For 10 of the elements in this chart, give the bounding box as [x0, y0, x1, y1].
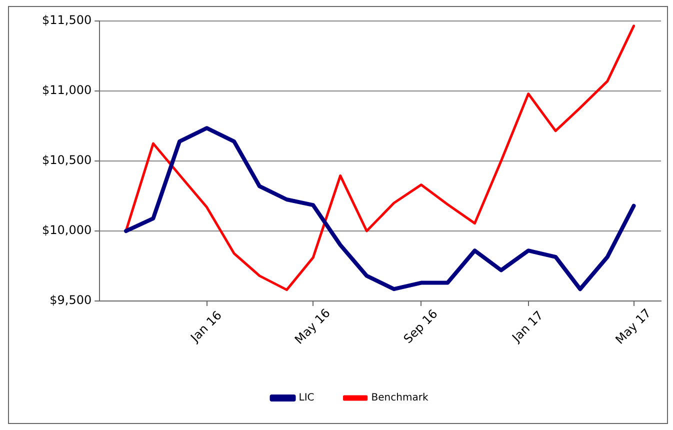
x-tick-label: Sep 16: [400, 306, 440, 346]
legend-label: Benchmark: [371, 392, 428, 404]
y-tick-label: $10,000: [42, 223, 92, 238]
y-tick-label: $9,500: [50, 293, 92, 308]
y-tick-label: $10,500: [42, 153, 92, 168]
x-tick-label: Jan 16: [187, 308, 224, 346]
y-tick-label: $11,500: [42, 13, 92, 28]
x-tick-label: Jan 17: [508, 308, 546, 346]
legend-label: LIC: [298, 392, 314, 404]
y-tick-label: $11,000: [42, 83, 92, 98]
